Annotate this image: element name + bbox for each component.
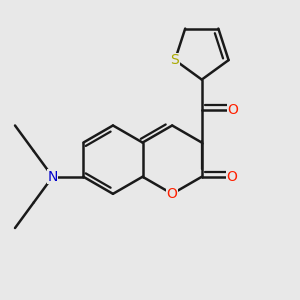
Text: N: N — [47, 170, 58, 184]
Text: O: O — [226, 170, 237, 184]
Text: O: O — [227, 103, 238, 117]
Text: O: O — [167, 187, 178, 201]
Text: S: S — [171, 53, 179, 67]
